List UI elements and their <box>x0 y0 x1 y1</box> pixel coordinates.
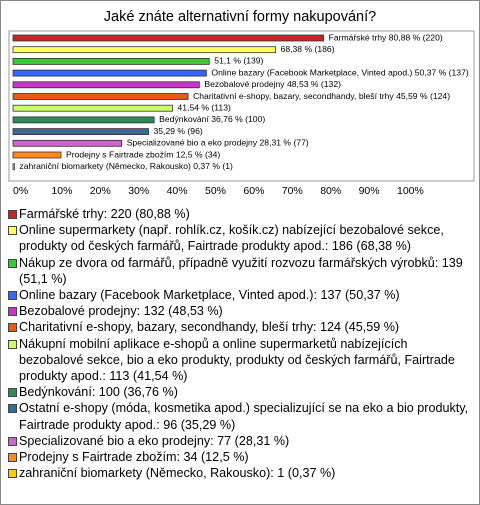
bar-label: Farmářské trhy 80,88 % (220) <box>329 32 443 42</box>
legend-label: Nákup ze dvora od farmářů, případně využ… <box>19 255 463 286</box>
legend-item: Online bazary (Facebook Marketplace, Vin… <box>7 287 473 303</box>
bar-label: 51,1 % (139) <box>214 56 263 66</box>
bar-label: 68,38 % (186) <box>281 44 335 54</box>
legend-item: Nákupní mobilní aplikace e-shopů a onlin… <box>7 336 473 385</box>
legend-swatch <box>8 469 17 479</box>
legend-item: zahraniční biomarkety (Německo, Rakousko… <box>7 465 473 481</box>
x-tick-label: 0% <box>13 185 28 197</box>
legend-swatch <box>8 258 17 268</box>
bar-label: Bedýnkování 36,76 % (100) <box>159 114 265 124</box>
legend-item: Prodejny s Fairtrade zbožím: 34 (12,5 %) <box>7 449 473 465</box>
chart: Jaké znáte alternativní formy nakupování… <box>8 9 475 197</box>
bar <box>12 69 207 77</box>
plot-frame <box>8 30 475 182</box>
bar <box>12 46 276 54</box>
legend-label: zahraniční biomarkety (Německo, Rakousko… <box>19 466 336 481</box>
legend-item: Bedýnkování: 100 (36,76 %) <box>7 384 473 400</box>
bar-label: Prodejny s Fairtrade zbožím 12,5 % (34) <box>66 149 220 159</box>
bar-label: Bezobalové prodejny 48,53 % (132) <box>204 79 341 89</box>
x-tick-label: 50% <box>205 185 226 197</box>
chart-title: Jaké znáte alternativní formy nakupování… <box>104 9 376 25</box>
legend-swatch <box>8 307 17 317</box>
x-tick-label: 90% <box>359 185 380 197</box>
legend-swatch <box>8 388 17 398</box>
legend-item: Specializované bio a eko prodejny: 77 (2… <box>7 433 473 449</box>
legend-label: Ostatní e-shopy (móda, kosmetika apod.) … <box>19 401 469 432</box>
bar <box>12 163 15 171</box>
legend-label: Farmářské trhy: 220 (80,88 %) <box>19 207 190 221</box>
legend-label: Charitativní e-shopy, bazary, secondhand… <box>19 320 400 335</box>
bar <box>12 151 62 159</box>
legend-item: Bezobalové prodejny: 132 (48,53 %) <box>7 303 473 319</box>
bar <box>12 116 155 124</box>
legend-label: Nákupní mobilní aplikace e-shopů a onlin… <box>19 336 455 384</box>
legend-swatch <box>8 226 17 236</box>
legend: Farmářské trhy: 220 (80,88 %) Online supe… <box>7 206 473 481</box>
x-tick-label: 60% <box>243 185 264 197</box>
x-tick-label: 70% <box>282 185 303 197</box>
bar <box>12 104 173 112</box>
bar <box>12 81 200 89</box>
legend-item: Charitativní e-shopy, bazary, secondhand… <box>7 319 473 335</box>
bar-label: Online bazary (Facebook Marketplace, Vin… <box>211 67 468 77</box>
legend-swatch <box>8 453 17 463</box>
bar-label: Charitativní e-shopy, bazary, secondhand… <box>193 91 450 101</box>
legend-label: Prodejny s Fairtrade zbožím: 34 (12,5 %) <box>19 450 249 465</box>
legend-swatch <box>8 323 17 333</box>
x-tick-label: 20% <box>90 185 111 197</box>
legend-label: Specializované bio a eko prodejny: 77 (2… <box>19 433 290 448</box>
bar <box>12 139 123 147</box>
bar-label: Specializované bio a eko prodejny 28,31 … <box>127 138 309 148</box>
bar-label: zahraniční biomarkety (Německo, Rakousko… <box>19 161 233 171</box>
legend-label: Online bazary (Facebook Marketplace, Vin… <box>19 288 400 303</box>
legend-item: Ostatní e-shopy (móda, kosmetika apod.) … <box>7 400 473 432</box>
bar-label: 35,29 % (96) <box>154 126 203 136</box>
x-tick-label: 100% <box>397 185 424 197</box>
bar <box>12 58 210 65</box>
x-tick-label: 80% <box>320 185 341 197</box>
legend-item: Nákup ze dvora od farmářů, případně využ… <box>7 255 473 287</box>
legend-label: Bedýnkování: 100 (36,76 %) <box>19 385 178 400</box>
legend-swatch <box>8 436 17 446</box>
legend-swatch <box>8 210 17 219</box>
x-tick-label: 30% <box>128 185 149 197</box>
bar-label: 41,54 % (113) <box>178 102 231 112</box>
legend-swatch <box>8 339 17 349</box>
x-tick-label: 10% <box>51 185 72 197</box>
x-tick-label: 40% <box>167 185 188 197</box>
bar <box>12 34 324 42</box>
bar <box>12 93 189 100</box>
legend-item: Online supermarkety (např. rohlík.cz, ko… <box>7 222 473 254</box>
legend-item: Farmářské trhy: 220 (80,88 %) <box>7 206 473 222</box>
legend-label: Bezobalové prodejny: 132 (48,53 %) <box>19 304 223 319</box>
bar <box>12 128 149 135</box>
legend-label: Online supermarkety (např. rohlík.cz, ko… <box>19 223 444 254</box>
legend-swatch <box>8 291 17 301</box>
legend-swatch <box>8 404 17 414</box>
